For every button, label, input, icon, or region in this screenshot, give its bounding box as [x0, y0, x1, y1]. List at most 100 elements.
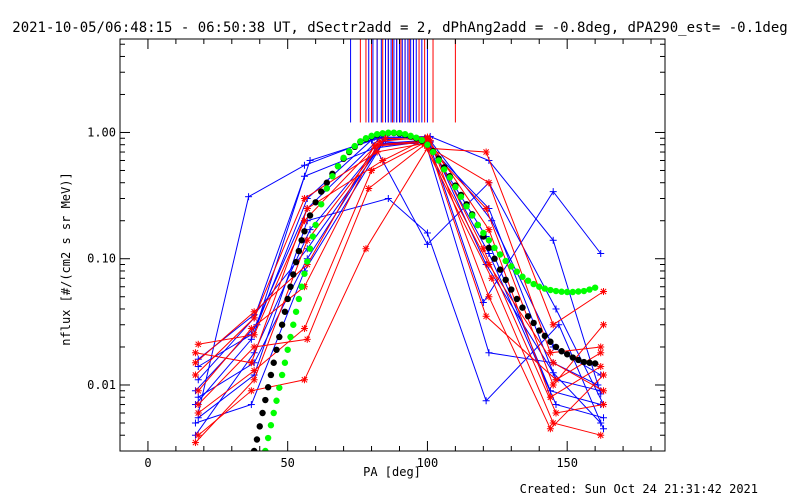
marker-dot-curve1-51 [496, 251, 504, 258]
marker-dot-curve0-1 [253, 436, 261, 443]
series-line-13 [195, 137, 601, 398]
marker-star-d2-18-3 [368, 167, 375, 174]
marker-dot-curve0-53 [496, 266, 504, 273]
marker-star-d2-12-2 [301, 195, 308, 202]
marker-star-d2-14-0 [195, 341, 202, 348]
y-tick-label-2: 1.00 [87, 125, 116, 139]
series-line-18 [197, 142, 604, 414]
marker-dot-curve0-52 [491, 255, 498, 262]
marker-dot-curve1-68 [591, 284, 599, 291]
marker-star-d2-18-6 [550, 359, 557, 366]
marker-star-d2-11-3 [365, 185, 372, 192]
marker-star-d2-13-7 [597, 363, 604, 370]
marker-dot-curve1-52 [502, 257, 509, 265]
marker-star-d2-17-7 [597, 349, 604, 356]
marker-dot-curve0-70 [591, 360, 599, 367]
chart-title: 2021-10-05/06:48:15 - 06:50:38 UT, dSect… [12, 20, 787, 36]
marker-star-d2-18-4 [421, 139, 428, 146]
marker-dot-curve1-2 [267, 422, 275, 429]
marker-dot-curve0-68 [580, 358, 588, 366]
marker-dot-curve1-18 [312, 221, 319, 229]
marker-dot-curve0-22 [323, 179, 331, 186]
marker-dot-curve0-57 [519, 304, 526, 311]
marker-star-d2-12-5 [483, 205, 490, 212]
marker-dot-curve0-62 [547, 338, 554, 345]
marker-dot-curve1-48 [480, 229, 487, 237]
marker-star-d2-18-1 [251, 367, 258, 374]
marker-dot-curve0-11 [281, 308, 289, 315]
marker-star-d2-16-0 [195, 387, 202, 394]
marker-star-d2-13-2 [304, 205, 311, 212]
marker-star-d2-13-0 [192, 349, 199, 356]
marker-star-d2-10-7 [600, 288, 607, 295]
marker-dot-curve1-8 [284, 346, 291, 353]
marker-star-d2-15-7 [597, 432, 604, 439]
marker-dot-curve0-18 [301, 228, 308, 235]
marker-star-d2-14-6 [553, 410, 559, 416]
marker-dot-curve1-60 [547, 286, 554, 294]
marker-dot-curve0-6 [267, 371, 275, 379]
series-line-11 [197, 144, 601, 405]
marker-dot-curve1-30 [379, 130, 386, 137]
marker-dot-curve1-32 [390, 129, 398, 136]
x-tick-label-0: 0 [144, 456, 151, 470]
marker-dot-curve1-64 [569, 288, 576, 296]
marker-dot-curve0-60 [536, 327, 543, 334]
marker-star-d2-17-1 [251, 308, 258, 315]
marker-dot-curve1-35 [407, 132, 414, 140]
marker-star-d2-12-3 [374, 149, 381, 156]
series-line-9 [198, 141, 602, 424]
x-axis-label: PA [deg] [363, 465, 421, 479]
marker-dot-curve0-61 [541, 332, 549, 340]
marker-dot-curve0-5 [264, 384, 272, 391]
marker-star-d2-11-6 [547, 349, 554, 356]
marker-dot-curve1-31 [385, 129, 392, 136]
marker-dot-curve0-19 [306, 212, 314, 219]
marker-dot-curve1-54 [513, 268, 521, 275]
marker-dot-curve1-58 [536, 283, 543, 290]
series-line-15 [195, 137, 601, 443]
marker-star-d2-13-1 [248, 359, 255, 366]
marker-dot-curve0-69 [586, 359, 593, 366]
marker-dot-curve1-56 [524, 277, 532, 284]
marker-dot-curve1-44 [457, 193, 465, 200]
marker-dot-curve1-38 [424, 141, 431, 148]
marker-star-d2-15-5 [488, 275, 495, 282]
y-tick-label-0: 0.01 [87, 378, 116, 392]
marker-dot-curve0-64 [558, 348, 565, 355]
marker-dot-curve1-21 [329, 173, 336, 180]
data-layer [191, 39, 608, 451]
x-tick-label-3: 150 [556, 456, 578, 470]
marker-dot-curve0-20 [312, 199, 319, 206]
marker-dot-curve0-13 [287, 283, 294, 290]
marker-dot-curve1-42 [446, 174, 453, 181]
created-timestamp: Created: Sun Oct 24 21:31:42 2021 [520, 482, 758, 496]
marker-dot-curve1-15 [304, 258, 311, 265]
marker-dot-curve1-49 [485, 237, 493, 244]
marker-star-d2-10-2 [301, 376, 308, 383]
marker-star-d2-17-5 [483, 313, 490, 320]
marker-dot-curve1-33 [396, 129, 403, 137]
marker-star-d2-12-1 [251, 314, 258, 321]
y-axis-label: nflux [#/(cm2 s sr MeV)] [59, 172, 73, 345]
marker-dot-curve0-59 [530, 319, 537, 327]
marker-dot-curve0-54 [502, 276, 509, 284]
marker-dot-curve0-16 [295, 247, 303, 255]
marker-star-d2-10-1 [248, 387, 255, 394]
plot-frame [119, 38, 666, 452]
marker-dot-curve0-7 [270, 359, 277, 366]
marker-dot-curve1-39 [429, 148, 437, 156]
marker-dot-curve0-21 [318, 188, 325, 195]
marker-dot-curve1-22 [334, 163, 342, 170]
marker-star-d2-12-7 [600, 321, 607, 328]
marker-star-d2-18-7 [600, 387, 607, 394]
marker-dot-curve0-65 [563, 351, 571, 358]
marker-dot-curve1-47 [474, 221, 481, 229]
marker-dot-curve1-40 [435, 157, 442, 164]
marker-dot-curve0-8 [273, 346, 280, 353]
marker-star-d2-11-0 [195, 401, 202, 408]
marker-star-d2-17-6 [553, 376, 559, 383]
marker-star-d2-10-5 [483, 149, 490, 156]
marker-star-d2-15-6 [550, 420, 557, 426]
